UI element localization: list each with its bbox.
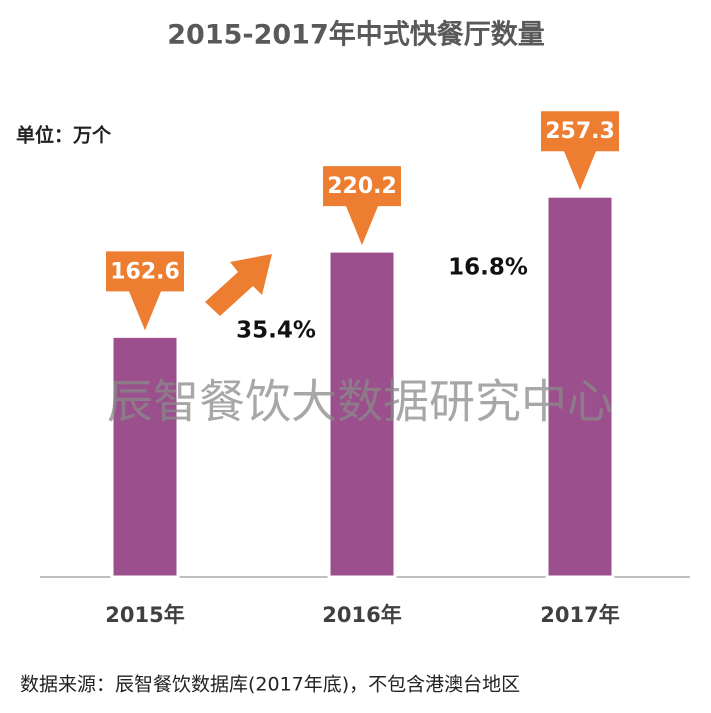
value-label: 257.3 [545, 119, 615, 144]
x-tick-label: 2015年 [105, 603, 184, 627]
value-label: 220.2 [327, 174, 397, 199]
bar [545, 194, 615, 579]
source-note: 数据来源：辰智餐饮数据库(2017年底)，不包含港澳台地区 [20, 674, 520, 696]
value-callout [106, 251, 184, 331]
growth-arrow [205, 254, 272, 316]
x-tick-label: 2016年 [322, 603, 401, 627]
x-tick-label: 2017年 [540, 603, 619, 627]
value-callout [323, 166, 401, 246]
growth-label: 16.8% [448, 255, 528, 281]
chart-title: 2015-2017年中式快餐厅数量 [167, 19, 545, 51]
value-callout [541, 111, 619, 191]
bar [110, 334, 180, 579]
watermark: 辰智餐饮大数据研究中心 [107, 375, 613, 429]
growth-label: 35.4% [236, 318, 316, 344]
unit-label: 单位：万个 [16, 124, 112, 147]
value-label: 162.6 [110, 259, 180, 284]
bar [327, 249, 397, 579]
